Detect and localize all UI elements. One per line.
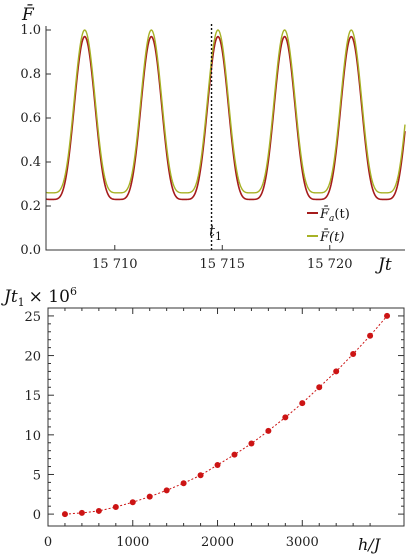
top-y-tick-label: 1.0	[20, 23, 41, 38]
data-point	[384, 312, 391, 319]
data-point	[112, 503, 119, 510]
bottom-series-line	[64, 315, 388, 515]
data-point	[282, 414, 289, 421]
top-legend: F̄a(t) F̄(t)	[307, 206, 350, 245]
top-series-fa	[45, 35, 406, 201]
bottom-y-ticks: 0 5 10 15 20 25	[24, 310, 404, 523]
legend-label-fa: F̄a(t)	[319, 206, 350, 224]
data-point	[367, 332, 374, 339]
top-x-ticks: 15 710 15 715 15 720	[92, 245, 353, 272]
data-point	[214, 461, 221, 468]
top-y-tick-label: 0.0	[20, 243, 41, 258]
top-y-tick-label: 0.4	[20, 155, 41, 170]
bottom-y-tick-label: 20	[24, 350, 41, 365]
data-point	[180, 480, 187, 487]
legend-label-f: F̄(t)	[319, 229, 344, 245]
top-x-axis-label: Jt	[375, 255, 392, 275]
top-series-f	[45, 29, 406, 194]
data-point	[350, 350, 357, 357]
top-y-axis-label: F̄	[21, 3, 35, 25]
bottom-y-tick-label: 5	[33, 468, 41, 483]
data-point	[265, 427, 272, 434]
data-point	[316, 384, 323, 391]
bottom-x-ticks: 0 1000 2000 3000	[44, 308, 371, 550]
data-point	[333, 368, 340, 375]
top-x-tick-label: 15 715	[200, 257, 246, 272]
top-x-tick-label: 15 720	[307, 257, 353, 272]
bottom-points	[61, 312, 391, 518]
bottom-chart: Jt1 × 106 0 5 10 15 20 25 0 1000 2000 3000 h/J	[1, 285, 405, 554]
data-point	[231, 451, 238, 458]
bottom-x-tick-label: 0	[44, 535, 52, 550]
bottom-y-tick-label: 15	[24, 389, 41, 404]
bottom-y-axis-label: Jt1 × 106	[1, 285, 77, 309]
data-point	[146, 493, 153, 500]
t1-label: t1	[209, 222, 222, 243]
data-point	[78, 509, 85, 516]
top-y-tick-label: 0.6	[20, 111, 41, 126]
bottom-frame	[47, 307, 405, 527]
data-point	[248, 440, 255, 447]
bottom-y-tick-label: 25	[24, 310, 41, 325]
bottom-x-tick-label: 1000	[116, 535, 149, 550]
data-point	[95, 507, 102, 514]
bottom-x-tick-label: 2000	[201, 535, 234, 550]
top-x-tick-label: 15 710	[92, 257, 138, 272]
data-point	[61, 511, 68, 518]
bottom-x-tick-label: 3000	[286, 535, 319, 550]
data-point	[129, 499, 136, 506]
top-series-group	[45, 29, 406, 201]
top-chart: F̄ 0.0 0.2 0.4 0.6 0.8 1.0 15 710 15 715 15 720…	[20, 3, 406, 275]
bottom-y-tick-label: 10	[24, 429, 41, 444]
data-point	[163, 487, 170, 494]
data-point	[299, 400, 306, 407]
top-axes	[45, 26, 405, 251]
data-point	[197, 472, 204, 479]
bottom-x-axis-label: h/J	[358, 535, 382, 554]
top-y-tick-label: 0.2	[20, 199, 41, 214]
bottom-y-tick-label: 0	[33, 508, 41, 523]
top-y-tick-label: 0.8	[20, 67, 41, 82]
top-y-ticks: 0.0 0.2 0.4 0.6 0.8 1.0	[20, 23, 51, 258]
